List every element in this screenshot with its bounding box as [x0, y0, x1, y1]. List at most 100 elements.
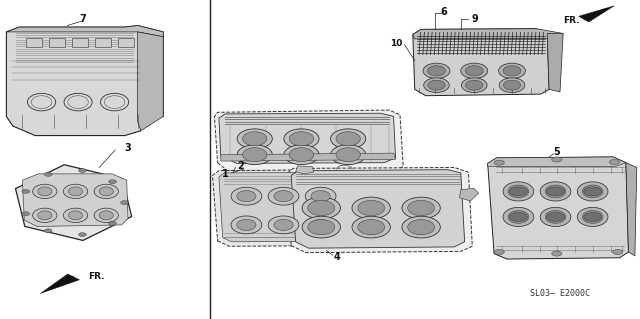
Circle shape — [109, 180, 116, 183]
Ellipse shape — [237, 219, 256, 230]
Polygon shape — [626, 163, 637, 256]
Ellipse shape — [284, 129, 319, 149]
Circle shape — [44, 173, 52, 176]
Ellipse shape — [302, 216, 340, 238]
Circle shape — [494, 249, 504, 255]
Text: 5: 5 — [554, 147, 560, 158]
Circle shape — [120, 201, 128, 204]
Circle shape — [612, 249, 623, 255]
Polygon shape — [296, 166, 314, 174]
Ellipse shape — [428, 66, 445, 76]
Ellipse shape — [336, 132, 360, 146]
Ellipse shape — [237, 145, 273, 165]
Ellipse shape — [540, 207, 571, 226]
Circle shape — [494, 160, 504, 165]
Ellipse shape — [311, 190, 330, 202]
Polygon shape — [138, 32, 163, 131]
Polygon shape — [22, 174, 128, 226]
Ellipse shape — [466, 80, 483, 90]
Text: 2: 2 — [237, 161, 244, 171]
Ellipse shape — [308, 219, 335, 235]
Circle shape — [547, 187, 564, 196]
Ellipse shape — [63, 184, 88, 198]
Ellipse shape — [577, 182, 608, 201]
Ellipse shape — [424, 78, 449, 93]
Circle shape — [547, 212, 564, 221]
Text: 10: 10 — [390, 39, 402, 48]
Ellipse shape — [68, 187, 83, 196]
Ellipse shape — [423, 63, 450, 78]
Ellipse shape — [274, 219, 293, 230]
Bar — [72, 38, 88, 47]
Ellipse shape — [289, 132, 314, 146]
Ellipse shape — [289, 148, 314, 162]
Polygon shape — [6, 26, 163, 136]
Text: 3: 3 — [125, 143, 131, 153]
Circle shape — [584, 187, 602, 196]
Polygon shape — [6, 26, 163, 37]
Ellipse shape — [582, 211, 603, 223]
Ellipse shape — [503, 66, 521, 76]
Circle shape — [79, 233, 86, 236]
Ellipse shape — [63, 208, 88, 223]
Text: 6: 6 — [440, 7, 447, 17]
Ellipse shape — [540, 182, 571, 201]
Ellipse shape — [274, 190, 293, 202]
Ellipse shape — [308, 200, 335, 216]
Polygon shape — [214, 110, 403, 171]
Ellipse shape — [461, 78, 487, 93]
Ellipse shape — [94, 184, 118, 198]
Polygon shape — [488, 157, 628, 259]
Ellipse shape — [545, 211, 566, 223]
Ellipse shape — [503, 182, 534, 201]
Ellipse shape — [358, 219, 385, 235]
Ellipse shape — [508, 211, 529, 223]
Circle shape — [509, 187, 527, 196]
Ellipse shape — [38, 187, 52, 196]
Ellipse shape — [331, 145, 366, 165]
Ellipse shape — [33, 208, 57, 223]
Polygon shape — [488, 157, 626, 167]
Ellipse shape — [503, 207, 534, 226]
Ellipse shape — [94, 208, 118, 223]
Polygon shape — [579, 6, 614, 22]
Text: 4: 4 — [333, 252, 340, 262]
Ellipse shape — [33, 184, 57, 198]
Ellipse shape — [268, 216, 299, 234]
Ellipse shape — [38, 211, 52, 220]
Text: FR.: FR. — [88, 272, 105, 281]
Polygon shape — [460, 188, 479, 201]
Circle shape — [552, 251, 562, 256]
Ellipse shape — [268, 187, 299, 205]
Text: SL03– E2000C: SL03– E2000C — [530, 289, 590, 298]
Ellipse shape — [504, 80, 521, 90]
Ellipse shape — [428, 80, 445, 90]
Polygon shape — [219, 113, 396, 163]
Ellipse shape — [99, 187, 113, 196]
Ellipse shape — [99, 211, 113, 220]
Text: 7: 7 — [80, 14, 86, 24]
Text: 1: 1 — [222, 169, 228, 180]
Ellipse shape — [352, 197, 390, 219]
Ellipse shape — [243, 132, 267, 146]
Ellipse shape — [402, 197, 440, 219]
Ellipse shape — [577, 207, 608, 226]
Polygon shape — [15, 165, 132, 241]
Polygon shape — [291, 170, 465, 248]
Ellipse shape — [408, 200, 435, 216]
Ellipse shape — [499, 78, 525, 93]
Text: FR.: FR. — [563, 16, 579, 25]
Circle shape — [22, 212, 29, 216]
Bar — [49, 38, 65, 47]
Circle shape — [22, 189, 29, 193]
Polygon shape — [413, 29, 549, 96]
Circle shape — [552, 157, 562, 162]
Ellipse shape — [68, 211, 83, 220]
Ellipse shape — [237, 129, 273, 149]
Circle shape — [584, 212, 602, 221]
Ellipse shape — [305, 187, 336, 205]
Ellipse shape — [358, 200, 385, 216]
Text: 9: 9 — [472, 14, 479, 24]
Polygon shape — [221, 153, 396, 161]
Ellipse shape — [331, 129, 366, 149]
